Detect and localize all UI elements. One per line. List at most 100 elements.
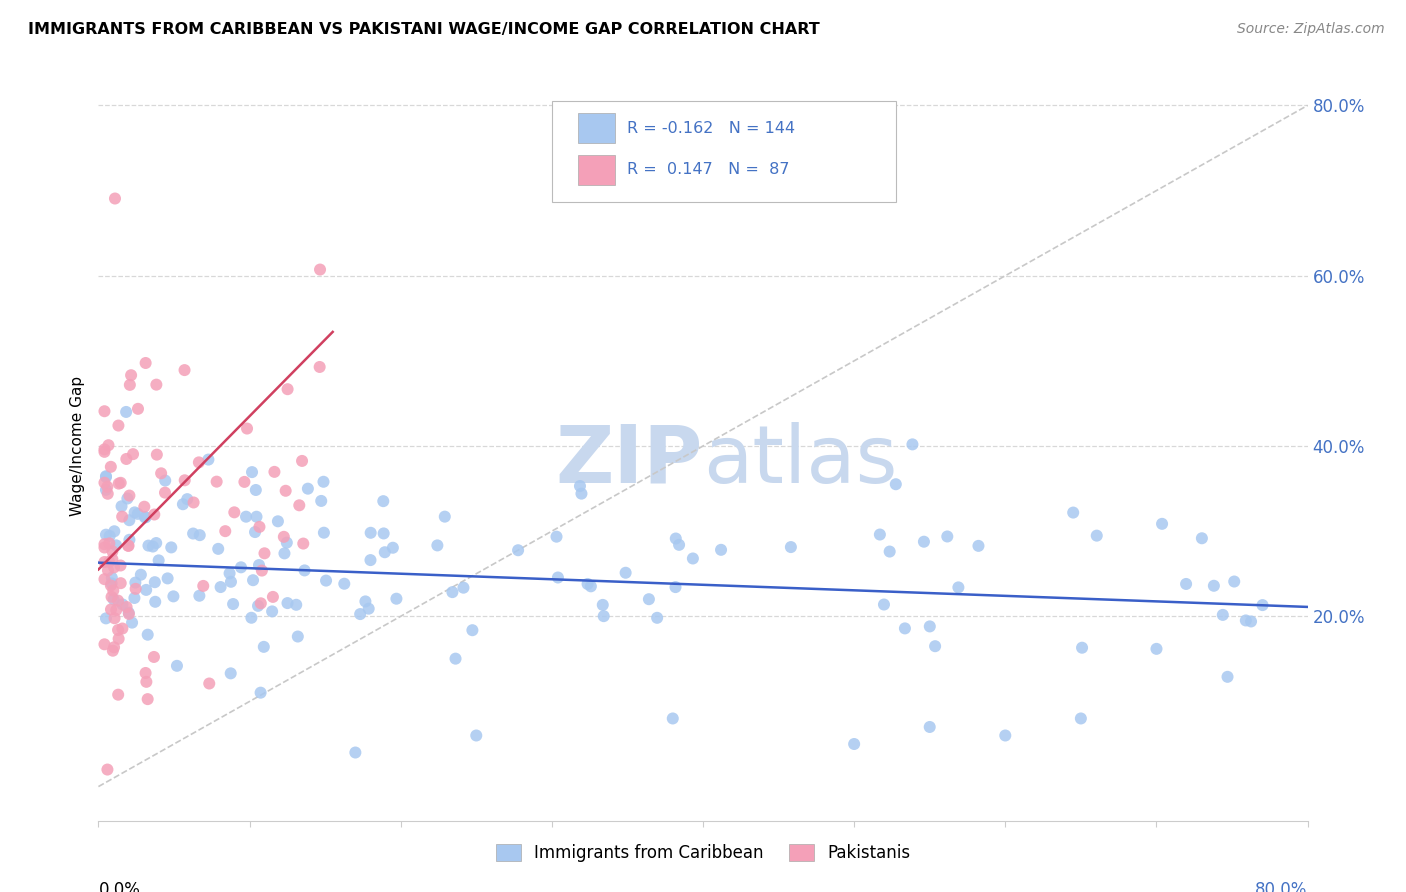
- Point: [219, 574, 242, 589]
- Point: [936, 529, 959, 543]
- Point: [262, 590, 284, 604]
- Point: [162, 590, 184, 604]
- Text: 0.0%: 0.0%: [98, 880, 141, 892]
- Text: atlas: atlas: [703, 422, 897, 500]
- Point: [100, 590, 122, 604]
- Point: [894, 621, 917, 635]
- Point: [97, 487, 120, 501]
- Point: [115, 405, 138, 419]
- Point: [308, 359, 330, 374]
- Point: [994, 729, 1017, 743]
- Point: [97, 563, 120, 577]
- Point: [276, 596, 298, 610]
- Point: [93, 475, 115, 490]
- Text: 80.0%: 80.0%: [1256, 880, 1308, 892]
- Point: [354, 594, 377, 608]
- Point: [193, 579, 215, 593]
- Point: [1191, 531, 1213, 545]
- Point: [111, 509, 134, 524]
- Point: [312, 475, 335, 489]
- Point: [124, 575, 146, 590]
- Point: [118, 377, 141, 392]
- Point: [197, 452, 219, 467]
- Point: [96, 763, 118, 777]
- Point: [374, 545, 396, 559]
- Point: [145, 377, 167, 392]
- Point: [110, 558, 132, 573]
- Point: [357, 601, 380, 615]
- Point: [273, 530, 295, 544]
- Point: [181, 526, 204, 541]
- Text: R =  0.147   N =  87: R = 0.147 N = 87: [627, 162, 789, 178]
- Point: [262, 604, 284, 618]
- Point: [107, 476, 129, 491]
- Point: [103, 583, 125, 598]
- Point: [207, 541, 229, 556]
- Point: [249, 596, 271, 610]
- Point: [245, 483, 267, 497]
- Point: [94, 527, 117, 541]
- Point: [93, 572, 115, 586]
- Point: [98, 536, 121, 550]
- Point: [506, 543, 529, 558]
- Point: [948, 581, 970, 595]
- Point: [101, 544, 124, 558]
- Point: [444, 651, 467, 665]
- Point: [101, 552, 124, 566]
- Point: [94, 483, 117, 497]
- Point: [134, 500, 156, 514]
- Point: [884, 477, 907, 491]
- Point: [240, 465, 263, 479]
- Point: [153, 485, 176, 500]
- Point: [373, 526, 395, 541]
- Point: [172, 497, 194, 511]
- Point: [100, 576, 122, 591]
- Point: [249, 520, 271, 534]
- Point: [682, 551, 704, 566]
- Point: [1071, 640, 1094, 655]
- Point: [96, 480, 118, 494]
- Point: [918, 619, 941, 633]
- Point: [869, 527, 891, 541]
- Point: [94, 470, 117, 484]
- Point: [110, 500, 132, 514]
- Point: [385, 591, 408, 606]
- Point: [1202, 579, 1225, 593]
- Point: [100, 578, 122, 592]
- Point: [209, 580, 232, 594]
- Point: [1085, 528, 1108, 542]
- Point: [873, 598, 896, 612]
- Point: [107, 623, 129, 637]
- Point: [441, 585, 464, 599]
- Point: [780, 540, 803, 554]
- Point: [568, 479, 591, 493]
- Point: [592, 609, 614, 624]
- Point: [118, 607, 141, 621]
- Point: [166, 658, 188, 673]
- Point: [918, 720, 941, 734]
- Point: [218, 566, 240, 581]
- Point: [115, 599, 138, 614]
- Point: [93, 555, 115, 569]
- Point: [360, 553, 382, 567]
- Point: [240, 611, 263, 625]
- Point: [287, 630, 309, 644]
- Point: [235, 509, 257, 524]
- FancyBboxPatch shape: [578, 154, 614, 185]
- Point: [285, 598, 308, 612]
- Point: [247, 599, 270, 613]
- Point: [219, 666, 242, 681]
- Point: [1240, 615, 1263, 629]
- Point: [297, 482, 319, 496]
- FancyBboxPatch shape: [551, 102, 897, 202]
- Point: [236, 421, 259, 435]
- Point: [136, 628, 159, 642]
- Point: [134, 510, 156, 524]
- Point: [309, 494, 332, 508]
- Point: [143, 575, 166, 590]
- Point: [107, 688, 129, 702]
- Point: [124, 582, 146, 596]
- Point: [224, 505, 246, 519]
- Point: [242, 573, 264, 587]
- Point: [103, 560, 125, 574]
